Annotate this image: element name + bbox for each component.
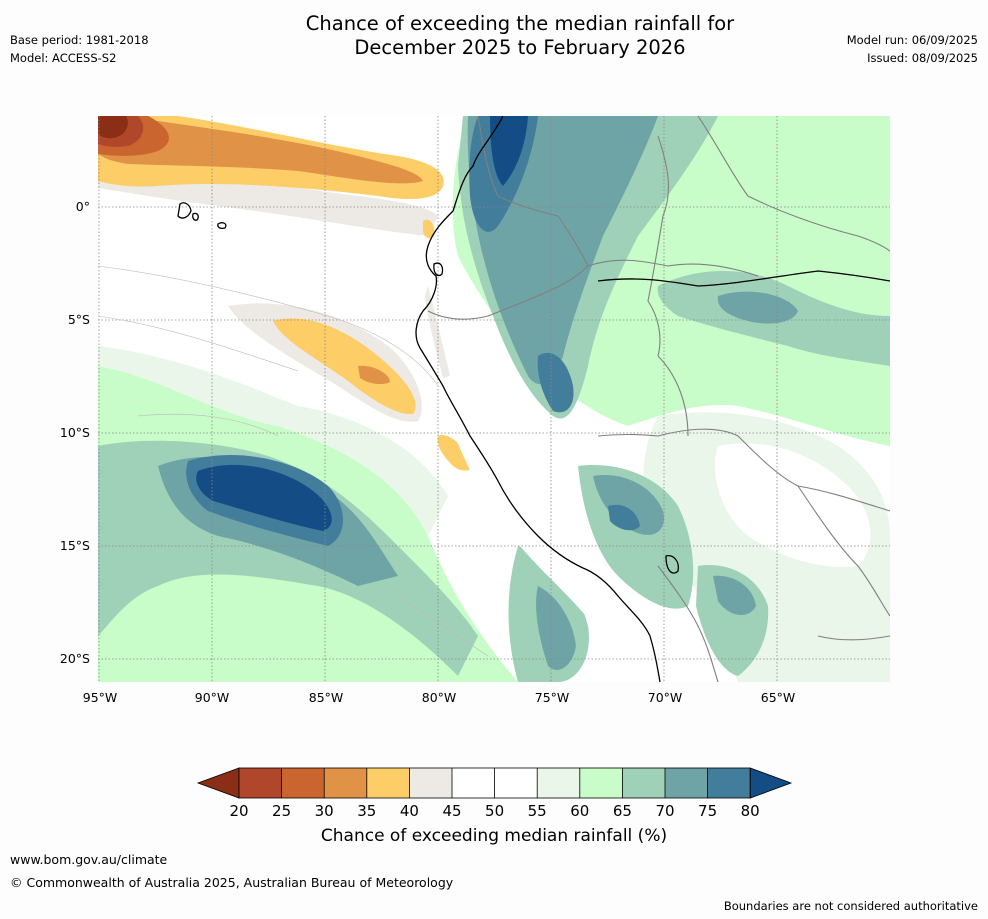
region-east-darkteal [717,291,798,324]
region-coast-pale-strip [425,286,450,378]
colorbar-tick-25: 25 [272,802,292,820]
colorbar-bin-25-30 [281,768,325,798]
colorbar-bin-50-55 [494,768,538,798]
colorbar-title: Chance of exceeding median rainfall (%) [320,826,668,846]
colorbar-tick-35: 35 [357,802,377,820]
website-link[interactable]: www.bom.gov.au/climate [10,852,168,867]
region-coast-yellow-2 [423,219,435,239]
region-south-land-blue [608,504,640,531]
colorbar-bin-75-80 [707,768,751,798]
colorbar-tick-50: 50 [485,802,505,820]
colorbar-tick-30: 30 [314,802,334,820]
rainfall-map [98,116,890,682]
boundary-disclaimer: Boundaries are not considered authoritat… [723,899,978,913]
lon-label-85w: 85°W [308,690,344,705]
colorbar-tick-70: 70 [655,802,675,820]
region-coast-white-strip [424,276,653,682]
colorbar-tick-60: 60 [570,802,590,820]
base-period: Base period: 1981-2018 [10,33,149,47]
coastline [177,116,890,682]
region-south-land-darkteal-2 [713,575,756,616]
title-line-1: Chance of exceeding the median rainfall … [305,12,735,35]
region-sw-ocean-pale [98,346,448,536]
lat-label-10s: 10°S [59,425,90,440]
colorbar-tick-80: 80 [740,802,760,820]
lon-label-90w: 90°W [194,690,230,705]
region-west-edge-teal [98,495,143,556]
lon-label-80w: 80°W [421,690,457,705]
region-mid-ocean-yellow [273,318,416,415]
region-mid-ocean-orange [358,365,390,385]
region-north-band-darkred [98,116,128,139]
model-run: Model run: 06/09/2025 [846,33,978,47]
contour-lines [98,265,489,657]
colorbar-bin-70-75 [665,768,708,798]
country-boundaries [427,116,890,682]
model-name: Model: ACCESS-S2 [10,51,117,65]
colorbar-tick-75: 75 [698,802,718,820]
colorbar-bin-55-60 [537,768,580,798]
title-line-2: December 2025 to February 2026 [354,36,686,59]
colorbar-tick-20: 20 [229,802,249,820]
colorbar-above-arrow [749,767,793,799]
colorbar-bin-60-65 [579,768,623,798]
colorbar-dividers [238,767,751,799]
lon-label-95w: 95°W [82,690,118,705]
map-title: Chance of exceeding the median rainfall … [0,12,988,60]
colorbar-bin-40-45 [409,768,452,798]
region-north-band-orange [98,121,423,184]
meta-right: Model run: 06/09/2025 Issued: 08/09/2025 [847,31,978,67]
region-coast-yellow-1 [437,435,474,471]
region-south-ocean-darkteal [536,586,576,670]
colorbar-bin-45-50 [452,768,495,798]
copyright-notice: © Commonwealth of Australia 2025, Austra… [10,875,454,890]
colorbar-bin-35-40 [366,768,410,798]
region-land-north-darkblue [490,116,528,186]
graticule [98,116,890,682]
colorbar-tick-45: 45 [442,802,462,820]
lat-label-0: 0° [75,199,90,214]
colorbar-bin-20-25 [239,768,282,798]
lat-label-15s: 15°S [59,538,90,553]
lon-label-70w: 70°W [647,690,683,705]
lat-label-20s: 20°S [59,651,90,666]
colorbar-bin-65-70 [622,768,665,798]
lon-label-75w: 75°W [534,690,570,705]
meta-left: Base period: 1981-2018 Model: ACCESS-S2 [10,31,149,67]
region-south-land-darkteal [593,475,664,535]
region-land-east-white [714,443,871,567]
colorbar-tick-55: 55 [527,802,547,820]
issued-date: Issued: 08/09/2025 [867,51,978,65]
region-sw-ocean-darkblue [196,464,332,531]
region-land-central-blue [537,352,574,413]
colorbar-below-arrow [196,767,240,799]
colorbar-tick-40: 40 [399,802,419,820]
colorbar-tick-65: 65 [612,802,632,820]
lat-label-5s: 5°S [67,312,90,327]
colorbar [196,767,793,799]
colorbar-bin-30-35 [324,768,367,798]
lon-label-65w: 65°W [760,690,796,705]
